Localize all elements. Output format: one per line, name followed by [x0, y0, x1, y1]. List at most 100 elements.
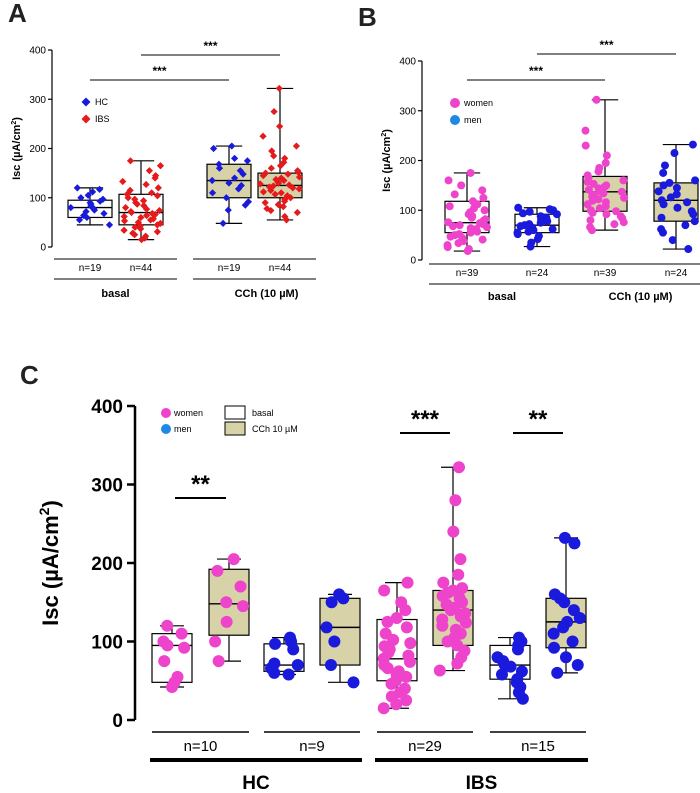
data-point [324, 659, 337, 672]
data-point [513, 230, 522, 239]
data-point [131, 231, 139, 239]
data-point [279, 203, 287, 211]
y-tick-label: 100 [399, 206, 416, 217]
legend-label: women [463, 98, 493, 108]
data-point [234, 185, 243, 193]
data-point [586, 216, 595, 225]
y-axis-label-main: Isc (µA/cm [11, 124, 23, 179]
data-point [155, 206, 164, 215]
data-point [482, 223, 491, 232]
data-point [224, 206, 232, 214]
data-point [387, 633, 400, 646]
data-point [161, 619, 174, 632]
data-point [105, 221, 114, 229]
data-point [673, 203, 682, 212]
data-point [256, 180, 264, 188]
data-point [568, 537, 581, 550]
n-label: n=39 [594, 268, 617, 279]
data-point [220, 596, 233, 609]
data-point [285, 181, 293, 189]
data-point [619, 176, 628, 185]
data-point [599, 189, 608, 198]
data-point [378, 584, 391, 597]
significance-label: *** [152, 64, 166, 78]
data-point [516, 692, 529, 705]
data-point [400, 621, 413, 634]
data-point [222, 194, 230, 202]
data-point [547, 627, 560, 640]
data-point [131, 223, 139, 231]
data-point [275, 84, 283, 93]
legend-swatch [224, 421, 246, 436]
data-point [158, 655, 171, 668]
data-point [208, 176, 216, 185]
data-point [142, 180, 150, 189]
data-point [533, 235, 542, 244]
n-label: n=24 [526, 268, 549, 279]
data-point [518, 209, 527, 218]
data-point [689, 210, 698, 219]
n-label: n=19 [79, 263, 102, 274]
data-point [683, 198, 692, 207]
data-point [684, 245, 693, 254]
data-point [267, 186, 275, 194]
data-point [552, 210, 561, 219]
data-point [666, 193, 675, 202]
data-point [146, 216, 155, 224]
panel-b-chart: 0 100 200 300 400 Isc (µA/cm2) n=39 n=24 n=39 n=2… [381, 38, 700, 303]
significance-label: *** [411, 406, 440, 433]
n-label: n=15 [521, 738, 555, 755]
data-point [270, 107, 278, 116]
data-point [456, 582, 469, 595]
data-point [558, 531, 571, 544]
data-point [594, 167, 603, 176]
data-point [151, 174, 159, 182]
data-point [479, 193, 488, 202]
y-tick-label: 400 [29, 46, 46, 57]
legend-marker [81, 114, 91, 124]
data-point [548, 641, 561, 654]
panel-letter-b: B [358, 2, 377, 32]
data-point [277, 189, 285, 197]
data-point [478, 235, 487, 244]
data-point [400, 694, 413, 707]
data-point [139, 197, 148, 205]
y-axis-label: Isc (µA/cm2) [381, 129, 393, 192]
data-point [559, 651, 572, 664]
data-point [433, 664, 446, 677]
data-point [403, 655, 416, 668]
data-point [448, 222, 457, 231]
legend-marker [161, 408, 171, 418]
data-point [444, 604, 457, 617]
data-point [243, 157, 252, 165]
data-point [670, 149, 679, 158]
data-point [504, 660, 517, 673]
legend-label: men [464, 115, 482, 125]
group-label: HC [242, 773, 270, 793]
data-point [526, 242, 535, 251]
data-point [75, 216, 84, 224]
y-tick-label: 100 [29, 193, 46, 204]
data-point [446, 232, 455, 241]
data-point [466, 168, 475, 177]
n-label: n=24 [665, 268, 688, 279]
panel-a-chart: 0 100 200 300 400 Isc (µA/cm2) n=19 n=44 n=19 n=4… [11, 39, 316, 300]
y-tick-label: 0 [112, 711, 123, 732]
data-point [267, 164, 275, 172]
data-point [400, 670, 413, 683]
data-point [287, 643, 300, 656]
data-point [658, 228, 667, 237]
data-point [284, 170, 292, 178]
y-tick-label: 0 [410, 256, 416, 267]
data-point [337, 592, 350, 605]
data-point [619, 218, 628, 227]
data-point [127, 208, 136, 217]
data-point [137, 225, 145, 233]
data-point [142, 205, 151, 213]
data-point [660, 161, 669, 170]
data-point [450, 190, 459, 199]
data-point [454, 553, 467, 566]
data-point [328, 635, 341, 648]
group-label: CCh (10 µM) [235, 288, 299, 300]
